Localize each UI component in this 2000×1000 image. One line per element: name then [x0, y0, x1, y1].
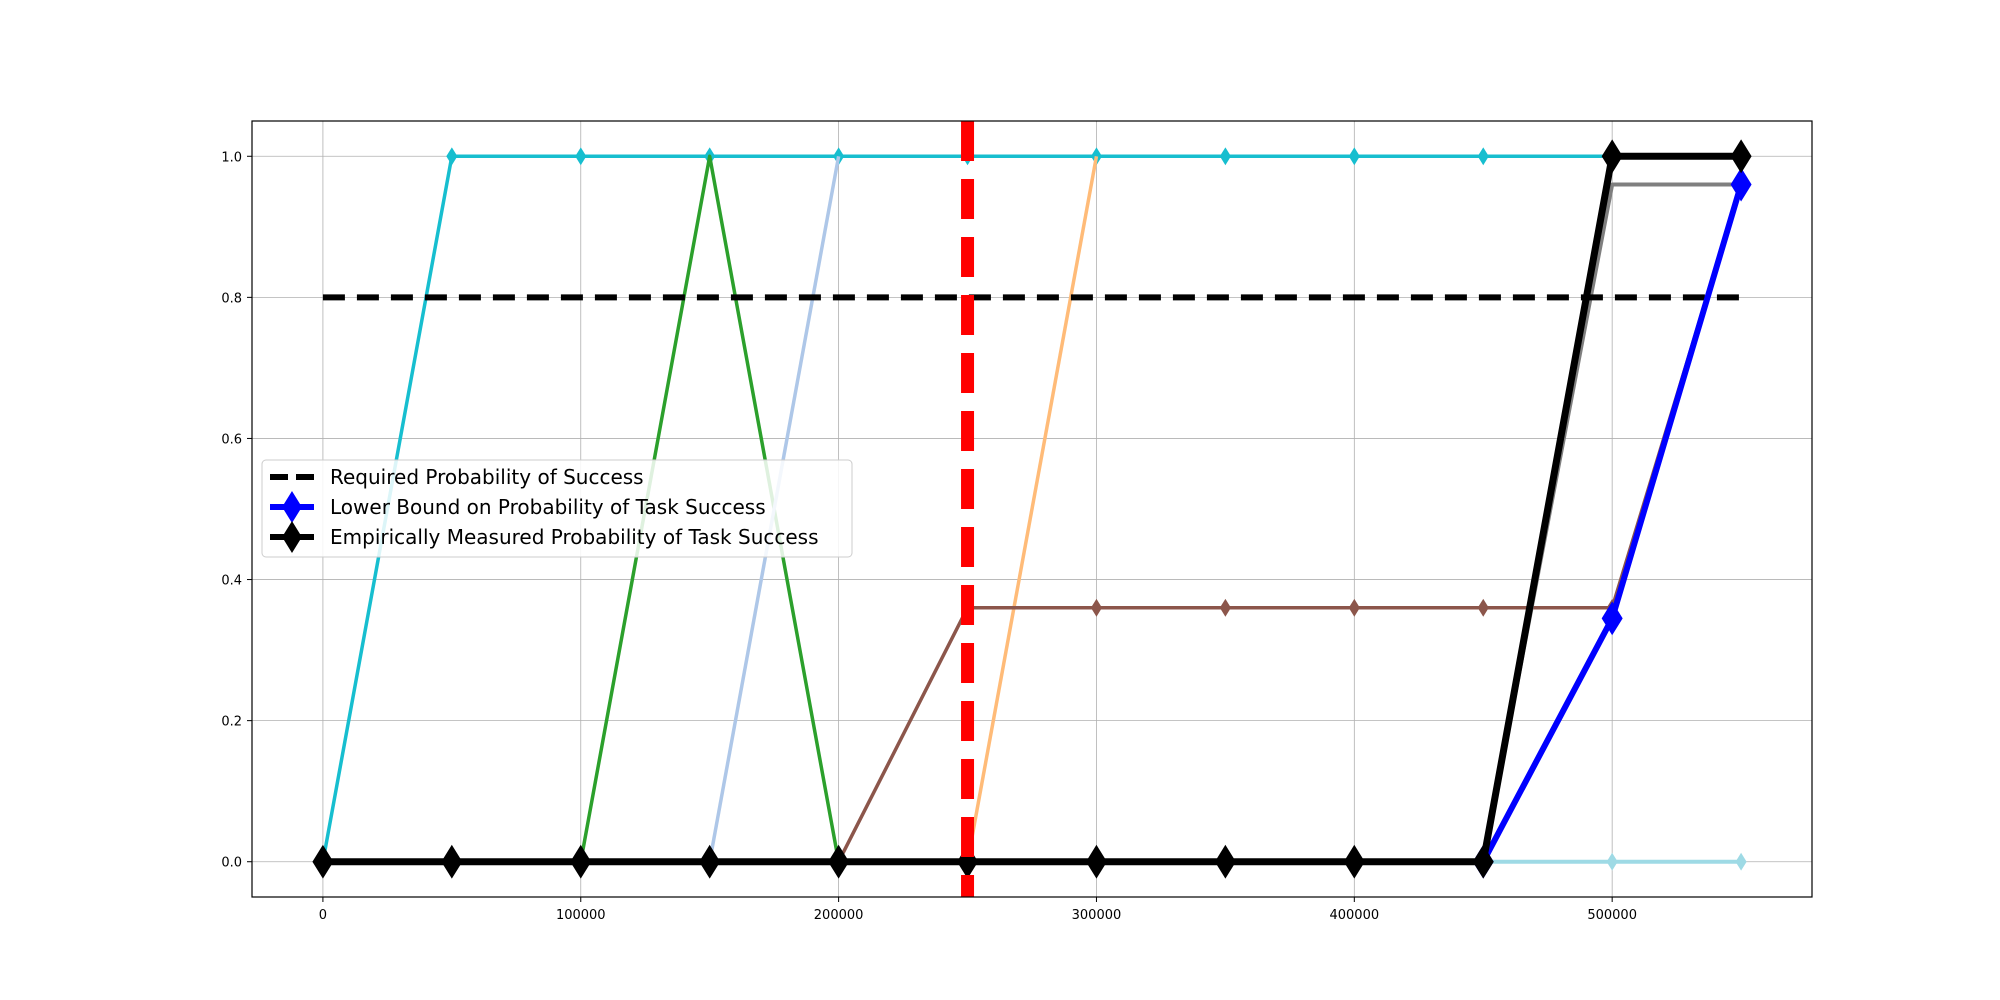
series-line — [837, 183, 1743, 863]
series-point — [1348, 598, 1360, 617]
x-tick-label: 400000 — [1329, 908, 1379, 923]
series-point — [1219, 598, 1231, 617]
series-point — [1606, 852, 1618, 871]
series-point — [1219, 147, 1231, 166]
series-point — [441, 844, 463, 879]
series-point — [1477, 147, 1489, 166]
x-tick-label: 300000 — [1072, 908, 1122, 923]
x-tick-label: 500000 — [1587, 908, 1637, 923]
series-point — [1472, 844, 1494, 879]
series-3 — [965, 155, 1099, 863]
series-point — [1730, 139, 1752, 174]
series-point — [1085, 844, 1107, 879]
legend-label: Lower Bound on Probability of Task Succe… — [330, 495, 766, 519]
y-tick-label: 0.0 — [221, 856, 242, 871]
legend-box — [261, 459, 853, 558]
legend-label: Empirically Measured Probability of Task… — [330, 525, 819, 549]
series-point — [446, 147, 458, 166]
series-point — [1348, 147, 1360, 166]
legend-label: Required Probability of Success — [330, 465, 644, 489]
y-tick-label: 0.6 — [221, 432, 242, 447]
legend: Required Probability of Success Lower Bou… — [261, 459, 853, 558]
series-point — [1735, 852, 1747, 871]
series-point — [828, 844, 850, 879]
series-1 — [579, 154, 841, 863]
series-point — [282, 521, 302, 553]
series-point — [1477, 598, 1489, 617]
axis-ticks: 0 100000 200000 300000 400000 500000 0.0 0.2 0.4… — [221, 150, 1637, 923]
x-tick-label: 100000 — [556, 908, 606, 923]
series-group — [312, 121, 1752, 897]
series-line — [322, 152, 1742, 866]
y-tick-label: 0.4 — [221, 574, 242, 589]
series-point — [699, 844, 721, 879]
x-tick-label: 0 — [319, 908, 327, 923]
y-tick-label: 1.0 — [221, 150, 242, 165]
series-point — [1214, 844, 1236, 879]
y-tick-label: 0.2 — [221, 715, 242, 730]
series-point — [1601, 139, 1623, 174]
series-line — [965, 155, 1099, 863]
series-point — [312, 844, 334, 879]
series-line — [579, 154, 841, 863]
series-point — [575, 147, 587, 166]
series-point — [1730, 167, 1752, 202]
series-point — [1090, 598, 1103, 617]
series-point — [1601, 601, 1623, 636]
series-9 — [312, 139, 1752, 879]
series-point — [1343, 844, 1365, 879]
y-tick-label: 0.8 — [221, 291, 242, 306]
series-point — [570, 844, 592, 879]
x-tick-label: 200000 — [814, 908, 864, 923]
plot-frame — [251, 120, 1813, 898]
